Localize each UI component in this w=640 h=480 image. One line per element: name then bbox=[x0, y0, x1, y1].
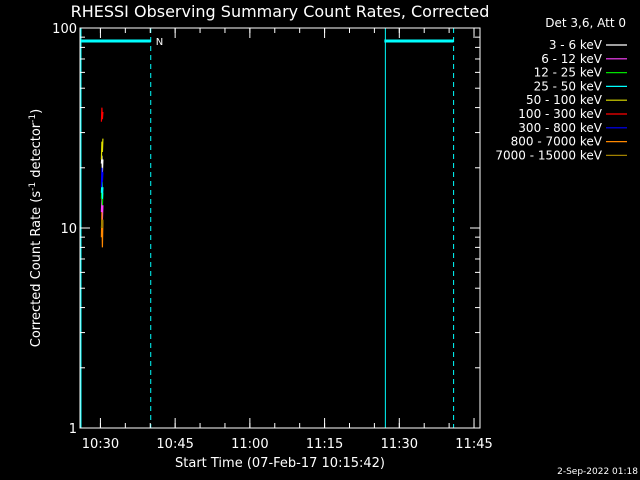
x-tick-label: 10:45 bbox=[156, 437, 193, 452]
series-line bbox=[100, 198, 104, 220]
data-series bbox=[100, 107, 104, 248]
axes: 1 10 100 10:30 10:45 11:00 11:15 11:30 11:45 bbox=[52, 22, 493, 452]
x-tick-label: 11:30 bbox=[381, 437, 418, 452]
legend-entry-label: 25 - 50 keV bbox=[534, 79, 603, 93]
x-tick-label: 11:15 bbox=[306, 437, 343, 452]
series-line bbox=[100, 167, 104, 188]
legend-entry-label: 100 - 300 keV bbox=[518, 107, 602, 121]
y-tick-label: 100 bbox=[52, 22, 77, 37]
y-tick-label: 10 bbox=[60, 222, 77, 237]
legend-entry-label: 3 - 6 keV bbox=[549, 38, 603, 52]
orbit-markers: N bbox=[80, 28, 455, 428]
night-bar-label: N bbox=[156, 37, 163, 48]
legend-entry-label: 50 - 100 keV bbox=[526, 93, 603, 107]
footer-date: 2-Sep-2022 01:18 bbox=[557, 467, 638, 477]
plot-frame bbox=[79, 27, 481, 429]
x-tick-label: 11:45 bbox=[455, 437, 492, 452]
x-tick-label: 11:00 bbox=[231, 437, 268, 452]
legend-entry-label: 7000 - 15000 keV bbox=[495, 148, 602, 162]
legend-header: Det 3,6, Att 0 bbox=[545, 16, 626, 30]
y-tick-label: 1 bbox=[69, 422, 77, 437]
series-line bbox=[100, 107, 104, 122]
x-axis-label: Start Time (07-Feb-17 10:15:42) bbox=[175, 456, 385, 471]
x-tick-label: 10:30 bbox=[82, 437, 119, 452]
legend-entry-label: 12 - 25 keV bbox=[534, 66, 603, 80]
legend-entry-label: 300 - 800 keV bbox=[518, 121, 602, 135]
series-line bbox=[100, 138, 104, 160]
chart-title: RHESSI Observing Summary Count Rates, Co… bbox=[71, 2, 490, 21]
series-line bbox=[100, 155, 104, 173]
legend-entry-label: 6 - 12 keV bbox=[541, 52, 603, 66]
y-axis-label: Corrected Count Rate (s-1 detector-1) bbox=[28, 109, 44, 347]
series-line bbox=[100, 181, 104, 199]
series-line bbox=[100, 219, 104, 229]
legend-entry-label: 800 - 7000 keV bbox=[511, 135, 603, 149]
